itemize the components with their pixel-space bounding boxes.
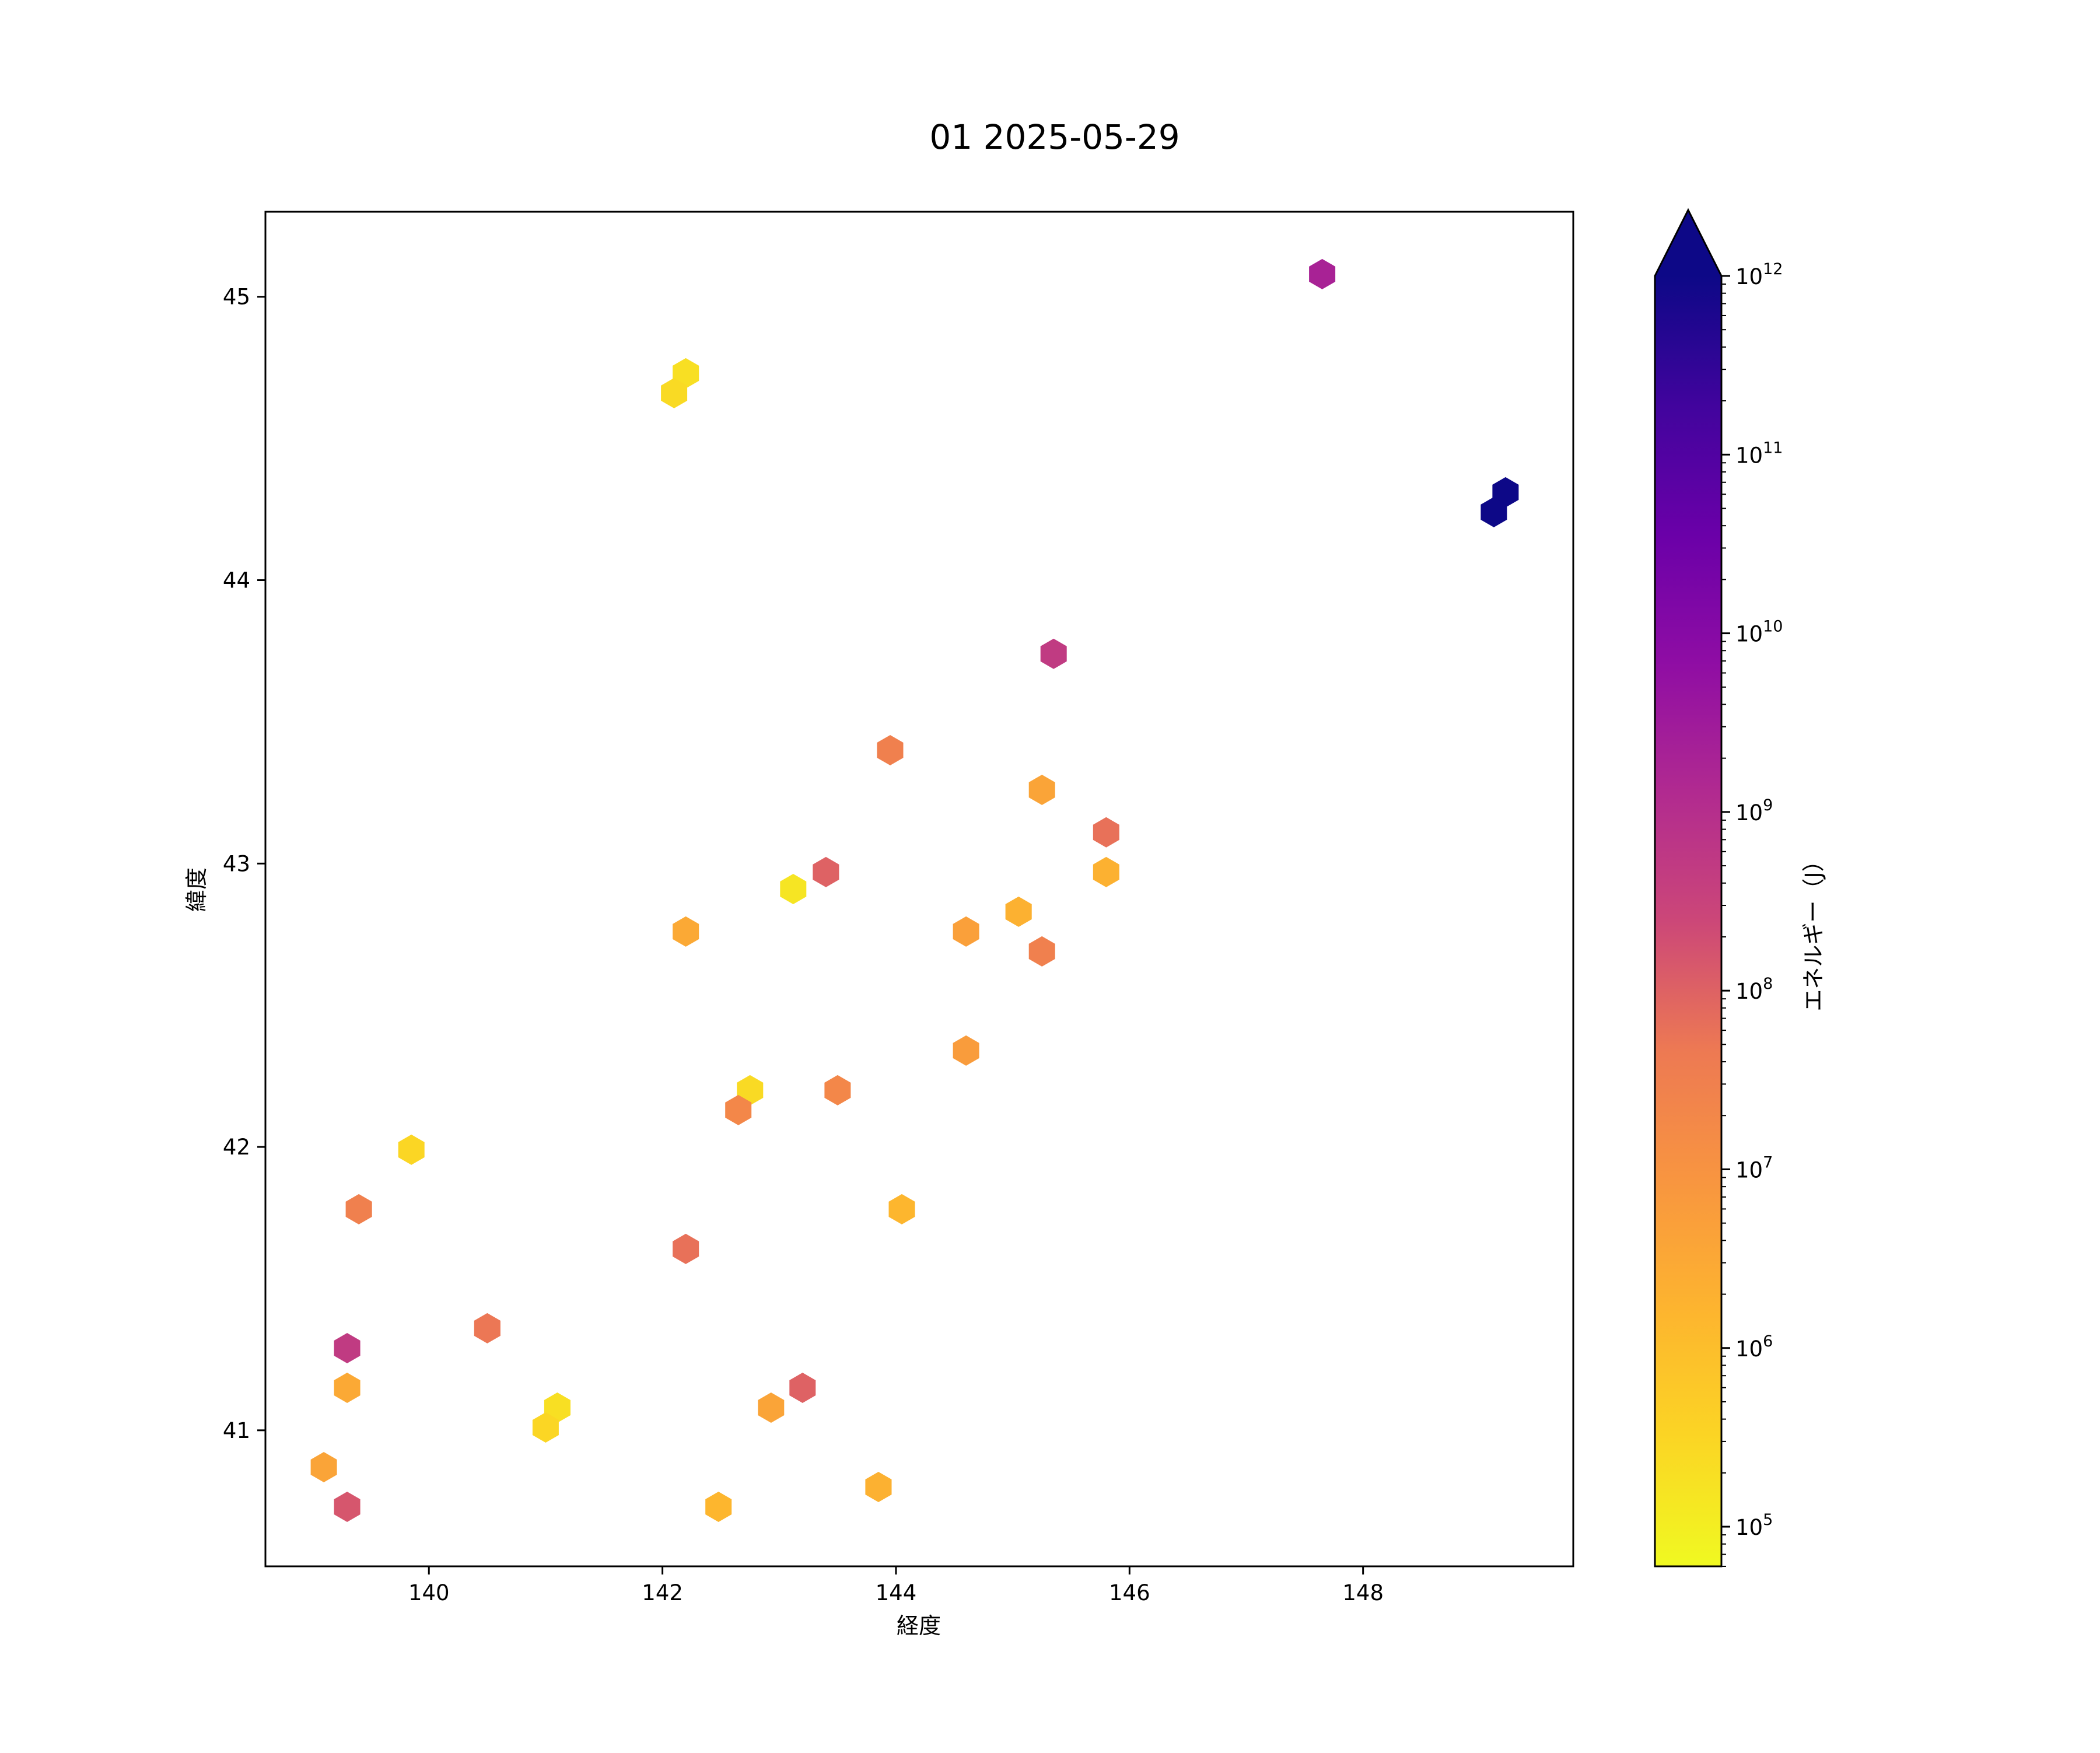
hexbin-cell — [1028, 775, 1055, 805]
plot-frame — [264, 211, 1574, 1567]
y-axis: 41 42 43 44 45 — [223, 285, 265, 1443]
y-axis-label: 緯度 — [184, 867, 209, 912]
hexbin-cell — [673, 358, 699, 389]
hexbin-cell — [1492, 477, 1519, 508]
hexbin-cell — [661, 377, 688, 408]
colorbar-extend-arrow — [1655, 210, 1721, 276]
hexbin-cell — [953, 1035, 979, 1066]
hexbin-cell — [334, 1333, 360, 1363]
hexbin-cell — [1093, 817, 1119, 848]
colorbar-tick-label: 107 — [1735, 1153, 1773, 1182]
x-tick-label: 148 — [1342, 1580, 1384, 1605]
hexbin-cell — [1005, 896, 1032, 927]
colorbar-tick-label: 108 — [1735, 975, 1773, 1004]
hexbin-cell — [1040, 638, 1067, 669]
hexbin-layer — [310, 258, 1519, 1522]
y-tick-label: 43 — [223, 851, 250, 876]
hexbin-cell — [877, 735, 904, 765]
x-tick-label: 140 — [408, 1580, 450, 1605]
hexbin-cell — [334, 1492, 360, 1522]
x-tick-label: 146 — [1109, 1580, 1150, 1605]
x-tick-label: 144 — [876, 1580, 917, 1605]
hexbin-cell — [532, 1412, 559, 1443]
y-tick-label: 44 — [223, 568, 250, 593]
hexbin-cell — [737, 1075, 764, 1105]
hexbin-cell — [888, 1194, 915, 1224]
hexbin-cell — [474, 1313, 501, 1343]
colorbar-tick-label: 109 — [1735, 796, 1773, 825]
hexbin-cell — [953, 916, 979, 947]
colorbar-label: エネルギー（J） — [1801, 849, 1826, 1011]
colorbar-outline — [1654, 208, 1723, 1567]
chart-title: 01 2025-05-29 — [929, 117, 1180, 157]
colorbar-tick-label: 1011 — [1735, 439, 1783, 468]
hexbin-cell — [725, 1094, 752, 1125]
y-tick-label: 45 — [223, 285, 250, 310]
hexbin-cell — [345, 1194, 372, 1224]
hexbin-cell — [673, 1233, 699, 1264]
hexbin-cell — [1028, 936, 1055, 967]
hexbin-cell — [1480, 496, 1507, 527]
colorbar-tick-label: 106 — [1735, 1332, 1773, 1362]
colorbar-gradient — [1655, 276, 1721, 1566]
y-tick-label: 41 — [223, 1418, 250, 1443]
hexbin-cell — [398, 1134, 425, 1165]
x-axis: 140 142 144 146 148 — [408, 1566, 1384, 1605]
hexbin-cell — [824, 1075, 851, 1105]
colorbar-tick-label: 105 — [1735, 1511, 1773, 1540]
colorbar-tick-label: 1010 — [1735, 618, 1783, 647]
hexbin-cell — [544, 1392, 570, 1423]
hexbin-cell — [865, 1472, 892, 1502]
hexbin-cell — [1309, 258, 1336, 289]
hexbin-cell — [705, 1492, 732, 1522]
hexbin-cell — [758, 1392, 785, 1423]
hexbin-cell — [673, 916, 699, 947]
hexbin-cell — [813, 856, 839, 887]
colorbar-tick-label: 1012 — [1735, 260, 1783, 289]
x-tick-label: 142 — [642, 1580, 683, 1605]
hexbin-cell — [780, 874, 807, 904]
hexbin-cell — [310, 1452, 337, 1482]
hexbin-cell — [789, 1373, 816, 1403]
hexbin-cell — [334, 1373, 360, 1403]
hexbin-cell — [1093, 856, 1119, 887]
colorbar-ticks: 105 106 107 108 109 1010 1011 1012 — [1721, 260, 1783, 1567]
colorbar: 105 106 107 108 109 1010 1011 1012 エネルギー（J） — [1654, 208, 1826, 1567]
x-axis-label: 経度 — [897, 1613, 941, 1639]
y-tick-label: 42 — [223, 1135, 250, 1160]
